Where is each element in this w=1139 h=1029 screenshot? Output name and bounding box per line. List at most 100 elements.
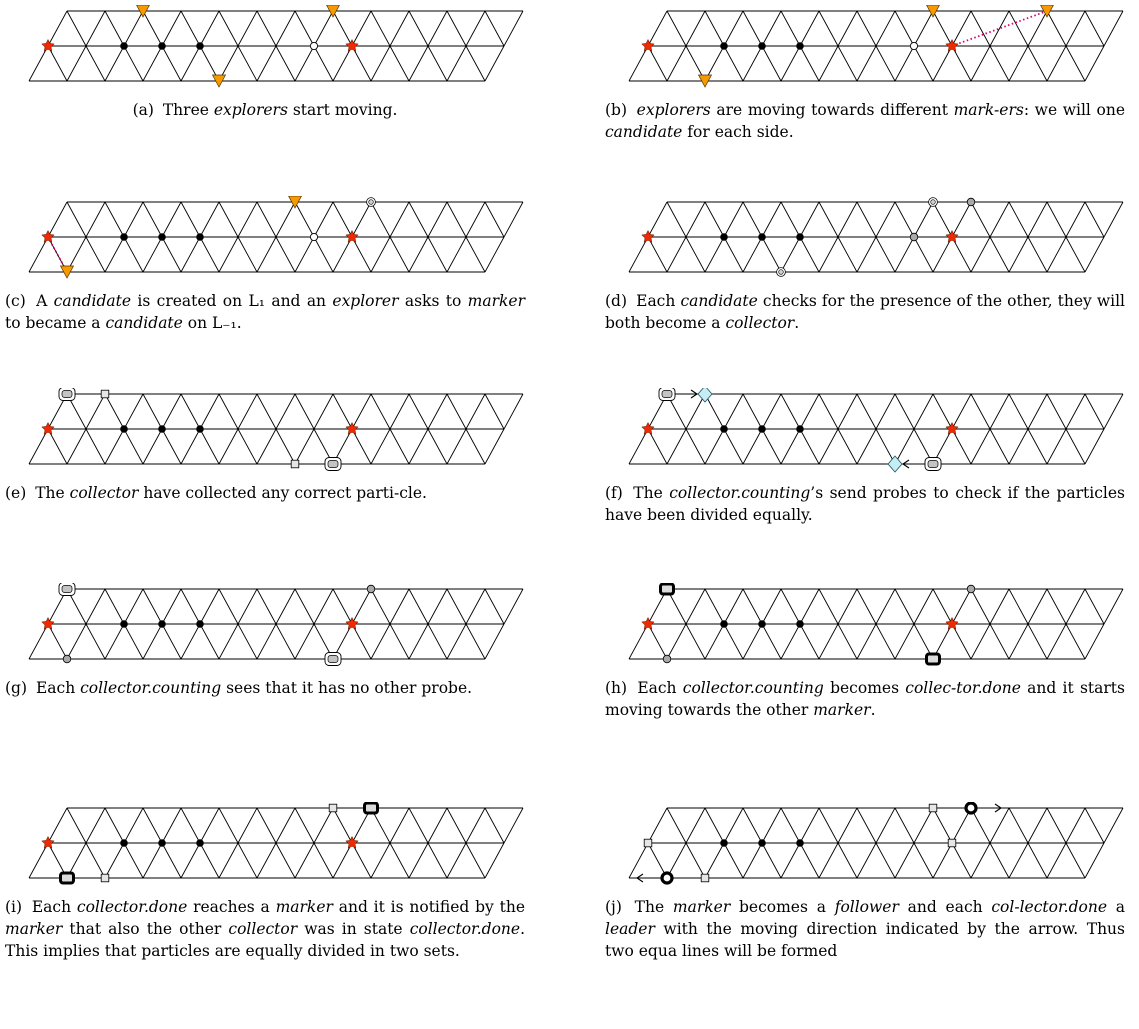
caption-a: (a) Three explorers start moving.: [5, 99, 525, 121]
marker-star-icon: [641, 421, 655, 435]
grid-diagonal: [28, 45, 49, 82]
grid-diagonal: [685, 236, 706, 273]
grid-diagonal: [1103, 201, 1124, 238]
grid-diagonal: [85, 393, 106, 430]
grid-diagonal: [142, 393, 163, 430]
grid-diagonal: [294, 623, 315, 660]
grid-diagonal: [1008, 393, 1029, 430]
grid-diagonal: [294, 393, 315, 430]
grid-diagonal: [66, 623, 87, 660]
caption-term: mark-ers: [953, 101, 1024, 119]
black-particle: [796, 233, 804, 241]
caption-text: and each: [898, 898, 992, 916]
grid-diagonal: [837, 393, 858, 430]
black-particle: [720, 42, 728, 50]
grid-diagonal: [237, 842, 258, 879]
caption-term: candidate: [53, 292, 132, 310]
grid-diagonal: [989, 45, 1010, 82]
grid-diagonal: [313, 393, 334, 430]
grid-diagonal: [742, 428, 763, 465]
grid-diagonal: [332, 393, 353, 430]
grid-diagonal: [370, 201, 391, 238]
caption-term: candidate: [105, 314, 183, 332]
triangular-grid: [28, 201, 524, 273]
caption-text: is created on L₁ and an: [131, 292, 333, 310]
grid-diagonal: [1084, 842, 1105, 879]
grid-diagonal: [104, 623, 125, 660]
grid-diagonal: [913, 807, 934, 844]
grid-diagonal: [85, 45, 106, 82]
grid-diagonal: [913, 45, 934, 82]
triangular-grid: [28, 393, 524, 465]
grid-diagram-h: [628, 583, 1124, 666]
grid-diagonal: [723, 588, 744, 625]
black-particle: [796, 839, 804, 847]
grid-diagonal: [780, 428, 801, 465]
grid-diagonal: [199, 428, 220, 465]
grid-diagonal: [875, 842, 896, 879]
panel-c: (c) A candidate is created on L₁ and an …: [5, 196, 525, 334]
probe-diamond-icon: [697, 388, 713, 403]
grid-diagonal: [989, 623, 1010, 660]
grid-diagonal: [704, 623, 725, 660]
caption-term: collector.counting: [80, 679, 222, 697]
grid-diagonal: [85, 428, 106, 465]
grid-diagonal: [484, 842, 505, 879]
grid-diagonal: [28, 236, 49, 273]
grid-diagonal: [237, 236, 258, 273]
grid-diagonal: [161, 842, 182, 879]
grid-diagonal: [647, 201, 668, 238]
caption-term: marker: [672, 898, 731, 916]
grid-diagonal: [66, 201, 87, 238]
grey-particle: [62, 654, 72, 664]
grid-diagonal: [799, 10, 820, 47]
grid-diagonal: [180, 842, 201, 879]
grid-diagonal: [1065, 201, 1086, 238]
grid-diagonal: [951, 393, 972, 430]
grid-diagonal: [332, 10, 353, 47]
grid-diagram-a: [28, 5, 524, 88]
triangular-grid: [628, 588, 1124, 660]
grid-diagonal: [780, 201, 801, 238]
grid-diagonal: [408, 10, 429, 47]
caption-text: ’s send probes to check if the particles…: [605, 484, 1126, 524]
grid-diagonal: [218, 201, 239, 238]
grid-diagonal: [856, 807, 877, 844]
grid-diagonal: [389, 842, 410, 879]
collector-rounded-box-icon: [58, 388, 76, 401]
grid-diagonal: [408, 393, 429, 430]
grid-diagonal: [123, 393, 144, 430]
grid-diagonal: [989, 807, 1010, 844]
grid-diagonal: [989, 588, 1010, 625]
grid-diagonal: [723, 428, 744, 465]
grid-diagonal: [761, 623, 782, 660]
grid-diagonal: [1084, 807, 1105, 844]
panel-d: (d) Each candidate checks for the presen…: [605, 196, 1125, 334]
grid-diagonal: [913, 393, 934, 430]
grid-diagonal: [875, 428, 896, 465]
grid-diagonal: [837, 45, 858, 82]
grid-diagonal: [1008, 201, 1029, 238]
direction-arrow: [980, 803, 1002, 813]
grid-diagonal: [970, 10, 991, 47]
marker-star-icon: [945, 616, 959, 630]
panel-i: (i) Each collector.done reaches a marker…: [5, 802, 525, 962]
grid-diagonal: [313, 588, 334, 625]
grid-diagonal: [742, 842, 763, 879]
grid-diagonal: [742, 45, 763, 82]
grid-diagonal: [427, 428, 448, 465]
grid-diagonal: [104, 588, 125, 625]
grid-diagonal: [465, 623, 486, 660]
grid-diagonal: [989, 393, 1010, 430]
marker-star-icon: [945, 229, 959, 243]
grid-diagonal: [104, 807, 125, 844]
grid-diagonal: [408, 623, 429, 660]
grid-diagonal: [666, 10, 687, 47]
grid-diagonal: [142, 201, 163, 238]
triangular-grid: [628, 10, 1124, 82]
grid-diagonal: [256, 428, 277, 465]
candidate-double-circle-icon: [776, 267, 786, 277]
grid-diagonal: [47, 428, 68, 465]
caption-text: are moving towards different: [710, 101, 954, 119]
grid-diagonal: [465, 807, 486, 844]
